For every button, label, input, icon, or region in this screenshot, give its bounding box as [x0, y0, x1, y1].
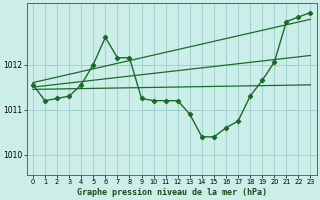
- X-axis label: Graphe pression niveau de la mer (hPa): Graphe pression niveau de la mer (hPa): [77, 188, 267, 197]
